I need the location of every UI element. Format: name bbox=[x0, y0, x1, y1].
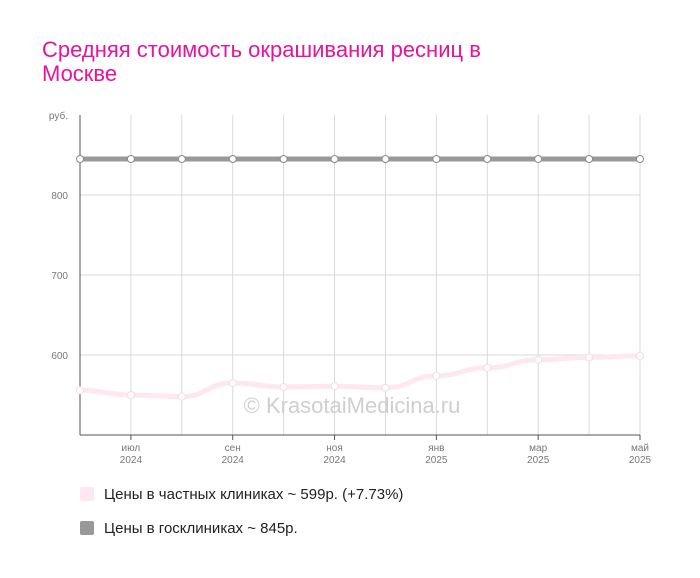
data-point-private bbox=[279, 383, 288, 391]
data-point-public bbox=[636, 155, 644, 163]
x-tick-month-label: ноя bbox=[326, 443, 343, 454]
y-tick-label: 600 bbox=[51, 351, 68, 362]
data-point-public bbox=[534, 155, 543, 163]
data-point-public bbox=[330, 155, 339, 163]
x-tick-year-label: 2025 bbox=[425, 455, 448, 466]
data-point-private bbox=[432, 371, 441, 380]
data-point-private bbox=[585, 353, 594, 362]
y-axis-unit-label: руб. bbox=[49, 110, 68, 122]
data-point-public bbox=[432, 155, 441, 163]
data-point-public bbox=[585, 155, 594, 163]
x-tick-year-label: 2025 bbox=[527, 455, 550, 466]
x-tick-month-label: сен bbox=[225, 443, 241, 454]
data-point-private bbox=[126, 391, 135, 399]
data-point-private bbox=[636, 351, 644, 360]
y-tick-label: 700 bbox=[51, 271, 68, 282]
x-tick-year-label: 2024 bbox=[222, 455, 245, 466]
data-point-public bbox=[177, 155, 186, 163]
legend-label-public: Цены в госклиниках ~ 845р. bbox=[104, 520, 298, 537]
x-tick-month-label: май bbox=[631, 443, 649, 454]
series-line-private bbox=[77, 353, 643, 400]
data-point-public bbox=[381, 155, 390, 163]
chart-title: Средняя стоимость окрашивания ресниц в М… bbox=[42, 37, 481, 86]
data-point-public bbox=[279, 155, 288, 163]
legend-item-private[interactable]: Цены в частных клиниках ~ 599р. (+7.73%) bbox=[80, 486, 403, 503]
x-tick-month-label: янв bbox=[428, 443, 444, 454]
data-point-public bbox=[483, 155, 492, 163]
x-tick-year-label: 2024 bbox=[323, 455, 346, 466]
x-tick-month-label: мар bbox=[529, 443, 547, 454]
data-point-private bbox=[483, 363, 492, 372]
data-point-private bbox=[76, 386, 84, 395]
x-tick-year-label: 2025 bbox=[629, 455, 652, 466]
data-point-private bbox=[228, 379, 237, 387]
x-tick-month-label: июл bbox=[122, 443, 141, 454]
x-tick-year-label: 2024 bbox=[120, 455, 143, 466]
data-point-public bbox=[126, 155, 135, 163]
watermark: © KrasotaiMedicina.ru bbox=[244, 393, 461, 418]
legend-swatch-private bbox=[80, 487, 94, 501]
data-point-private bbox=[381, 383, 390, 392]
data-point-public bbox=[76, 155, 84, 163]
legend-label-private: Цены в частных клиниках ~ 599р. (+7.73%) bbox=[104, 486, 404, 503]
legend-swatch-public bbox=[80, 521, 94, 535]
data-point-private bbox=[534, 355, 543, 364]
legend-item-public[interactable]: Цены в госклиниках ~ 845р. bbox=[80, 520, 298, 537]
data-point-public bbox=[228, 155, 237, 163]
data-point-private bbox=[330, 382, 339, 391]
y-tick-label: 800 bbox=[51, 191, 68, 202]
data-point-private bbox=[177, 392, 186, 401]
